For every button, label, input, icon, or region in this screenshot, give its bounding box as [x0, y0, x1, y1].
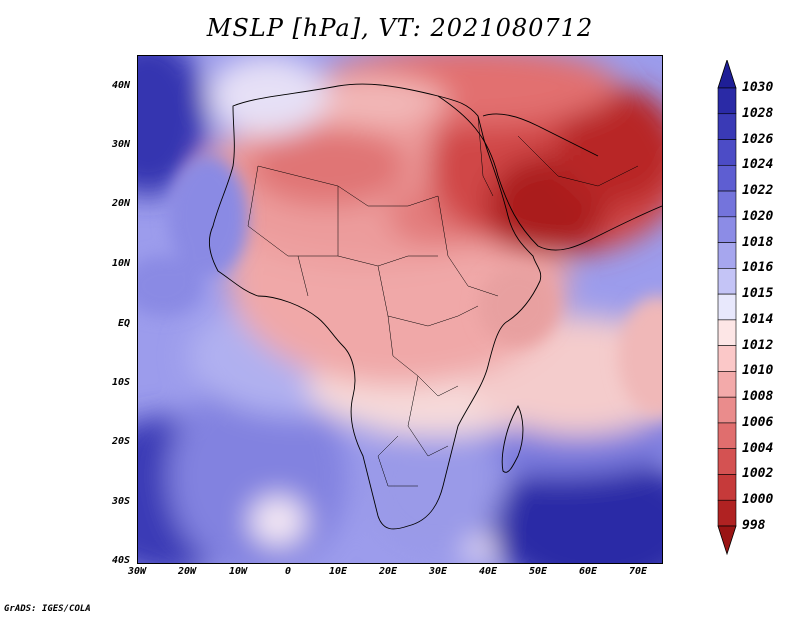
lat-label-20n: 20N — [111, 198, 130, 209]
lon-label-10w: 10W — [228, 566, 248, 577]
colorbar-level-label: 1015 — [742, 286, 774, 302]
colorbar-box — [717, 268, 737, 295]
map-canvas — [138, 56, 662, 563]
colorbar-box — [717, 190, 737, 218]
colorbar-level-label: 998 — [742, 518, 766, 533]
lat-label-30n: 30N — [111, 139, 130, 150]
lon-label-50e: 50E — [528, 566, 548, 577]
colorbar — [717, 60, 737, 556]
colorbar-box — [717, 448, 737, 475]
country-borders — [247, 115, 639, 487]
colorbar-level-label: 1030 — [742, 80, 774, 95]
colorbar-box — [717, 216, 737, 243]
colorbar-box — [717, 113, 737, 140]
colorbar-box — [717, 242, 737, 269]
colorbar-box — [717, 499, 737, 527]
lat-label-20s: 20S — [111, 436, 130, 447]
colorbar-box — [717, 474, 737, 501]
colorbar-level-label: 1010 — [742, 363, 774, 379]
colorbar-bottom-arrow — [717, 525, 737, 556]
colorbar-box — [717, 293, 737, 321]
lon-label-0: 0 — [284, 566, 292, 577]
lat-label-10n: 10N — [111, 258, 130, 269]
lon-label-20e: 20E — [378, 566, 398, 577]
colorbar-box — [717, 422, 737, 450]
colorbar-boxes — [717, 87, 737, 527]
coastlines — [208, 83, 662, 530]
colorbar-level-label: 1026 — [742, 131, 774, 147]
lat-label-eq: EQ — [117, 318, 130, 329]
colorbar-box — [717, 87, 737, 115]
lon-label-30w: 30W — [127, 566, 147, 577]
colorbar-box — [717, 319, 737, 346]
lon-label-70e: 70E — [628, 566, 648, 577]
lat-label-40s: 40S — [111, 555, 130, 566]
colorbar-level-label: 1004 — [742, 440, 774, 456]
footer-credit: GrADS: IGES/COLA — [4, 604, 91, 614]
colorbar-box — [717, 396, 737, 424]
lon-label-30e: 30E — [428, 566, 448, 577]
lat-label-40n: 40N — [111, 80, 130, 91]
colorbar-level-label: 1020 — [742, 208, 774, 224]
lon-label-20w: 20W — [177, 566, 197, 577]
pressure-field — [138, 56, 662, 563]
colorbar-level-label: 1028 — [742, 105, 774, 121]
lon-label-40e: 40E — [478, 566, 498, 577]
lat-label-30s: 30S — [111, 496, 130, 507]
lat-label-10s: 10S — [111, 377, 130, 388]
pressure-map — [137, 55, 663, 564]
colorbar-level-label: 1024 — [742, 157, 774, 173]
colorbar-level-label: 1008 — [742, 389, 774, 405]
colorbar-level-label: 1016 — [742, 260, 774, 276]
map-title: MSLP [hPa], VT: 2021080712 — [206, 14, 594, 42]
colorbar-level-label: 1012 — [742, 337, 774, 353]
colorbar-level-label: 1014 — [742, 311, 774, 327]
colorbar-level-label: 1002 — [742, 466, 774, 482]
colorbar-box — [717, 139, 737, 166]
colorbar-box — [717, 371, 737, 398]
colorbar-top-arrow — [717, 60, 737, 89]
colorbar-level-label: 1006 — [742, 414, 774, 430]
lon-label-10e: 10E — [328, 566, 348, 577]
colorbar-box — [717, 345, 737, 372]
colorbar-box — [717, 164, 737, 192]
colorbar-level-label: 1018 — [742, 234, 774, 250]
lon-label-60e: 60E — [578, 566, 598, 577]
colorbar-level-label: 1000 — [742, 492, 774, 508]
colorbar-level-label: 1022 — [742, 183, 774, 199]
